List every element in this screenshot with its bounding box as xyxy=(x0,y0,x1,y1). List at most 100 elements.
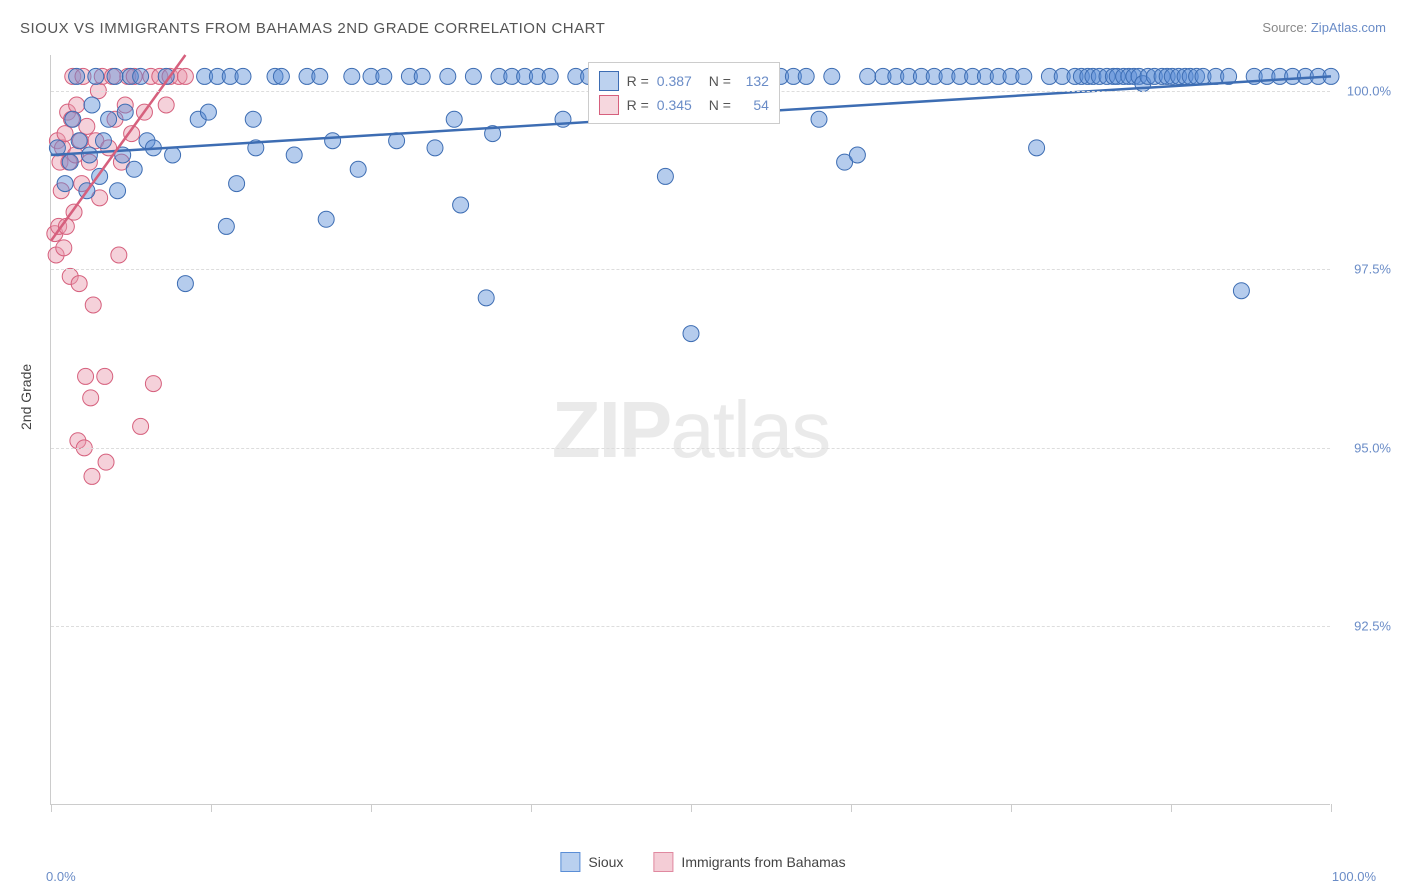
data-point xyxy=(95,133,111,149)
data-point xyxy=(350,161,366,177)
y-tick-label: 95.0% xyxy=(1354,440,1391,455)
x-tick xyxy=(531,804,532,812)
data-point xyxy=(312,68,328,84)
data-point xyxy=(376,68,392,84)
gridline xyxy=(51,448,1330,449)
data-point xyxy=(245,111,261,127)
data-point xyxy=(453,197,469,213)
data-point xyxy=(84,468,100,484)
data-point xyxy=(465,68,481,84)
legend-swatch xyxy=(599,71,619,91)
data-point xyxy=(56,240,72,256)
data-point xyxy=(177,276,193,292)
data-point xyxy=(1029,140,1045,156)
data-point xyxy=(1016,68,1032,84)
gridline xyxy=(51,626,1330,627)
data-point xyxy=(200,104,216,120)
plot-area: ZIPatlas xyxy=(50,55,1330,805)
data-point xyxy=(57,176,73,192)
legend-swatch xyxy=(599,95,619,115)
scatter-svg xyxy=(51,55,1331,805)
stat-n-label: N = xyxy=(709,97,731,113)
data-point xyxy=(71,276,87,292)
data-point xyxy=(273,68,289,84)
stat-n-value: 132 xyxy=(739,73,769,89)
data-point xyxy=(98,454,114,470)
data-point xyxy=(83,390,99,406)
stat-n-label: N = xyxy=(709,73,731,89)
data-point xyxy=(849,147,865,163)
x-tick-label: 100.0% xyxy=(1332,869,1376,884)
legend-item: Immigrants from Bahamas xyxy=(653,852,845,872)
data-point xyxy=(427,140,443,156)
chart-title: SIOUX VS IMMIGRANTS FROM BAHAMAS 2ND GRA… xyxy=(20,20,605,37)
data-point xyxy=(440,68,456,84)
stats-box: R =0.387N =132R =0.345N =54 xyxy=(588,62,780,124)
data-point xyxy=(798,68,814,84)
data-point xyxy=(81,147,97,163)
data-point xyxy=(542,68,558,84)
source-link[interactable]: ZipAtlas.com xyxy=(1311,20,1386,35)
data-point xyxy=(860,68,876,84)
data-point xyxy=(325,133,341,149)
data-point xyxy=(683,326,699,342)
x-tick xyxy=(851,804,852,812)
data-point xyxy=(177,68,193,84)
data-point xyxy=(235,68,251,84)
data-point xyxy=(657,168,673,184)
stat-r-label: R = xyxy=(627,97,649,113)
data-point xyxy=(107,68,123,84)
legend-swatch xyxy=(653,852,673,872)
data-point xyxy=(133,418,149,434)
data-point xyxy=(145,376,161,392)
data-point xyxy=(229,176,245,192)
source-label: Source: xyxy=(1262,20,1307,35)
bottom-legend: Sioux Immigrants from Bahamas xyxy=(560,852,845,872)
gridline xyxy=(51,269,1330,270)
data-point xyxy=(318,211,334,227)
y-tick-label: 100.0% xyxy=(1347,83,1391,98)
legend-label: Sioux xyxy=(588,854,623,870)
data-point xyxy=(158,97,174,113)
data-point xyxy=(78,368,94,384)
legend-swatch xyxy=(560,852,580,872)
data-point xyxy=(811,111,827,127)
data-point xyxy=(84,97,100,113)
data-point xyxy=(71,133,87,149)
y-tick-label: 97.5% xyxy=(1354,262,1391,277)
stat-n-value: 54 xyxy=(739,97,769,113)
data-point xyxy=(414,68,430,84)
data-point xyxy=(218,218,234,234)
x-tick xyxy=(51,804,52,812)
x-tick-label: 0.0% xyxy=(46,869,76,884)
stats-row: R =0.345N =54 xyxy=(599,93,769,117)
data-point xyxy=(88,68,104,84)
x-tick xyxy=(1171,804,1172,812)
x-tick xyxy=(1331,804,1332,812)
data-point xyxy=(117,104,133,120)
data-point xyxy=(824,68,840,84)
data-point xyxy=(97,368,113,384)
x-tick xyxy=(1011,804,1012,812)
data-point xyxy=(344,68,360,84)
data-point xyxy=(62,154,78,170)
data-point xyxy=(478,290,494,306)
legend-item: Sioux xyxy=(560,852,623,872)
data-point xyxy=(85,297,101,313)
legend-label: Immigrants from Bahamas xyxy=(681,854,845,870)
data-point xyxy=(79,118,95,134)
x-tick xyxy=(691,804,692,812)
data-point xyxy=(69,68,85,84)
stats-row: R =0.387N =132 xyxy=(599,69,769,93)
data-point xyxy=(57,126,73,142)
data-point xyxy=(1233,283,1249,299)
data-point xyxy=(111,247,127,263)
data-point xyxy=(286,147,302,163)
stat-r-value: 0.387 xyxy=(657,73,701,89)
data-point xyxy=(126,161,142,177)
y-tick-label: 92.5% xyxy=(1354,619,1391,634)
data-point xyxy=(165,147,181,163)
data-point xyxy=(133,68,149,84)
data-point xyxy=(110,183,126,199)
source-attribution: Source: ZipAtlas.com xyxy=(1262,20,1386,35)
